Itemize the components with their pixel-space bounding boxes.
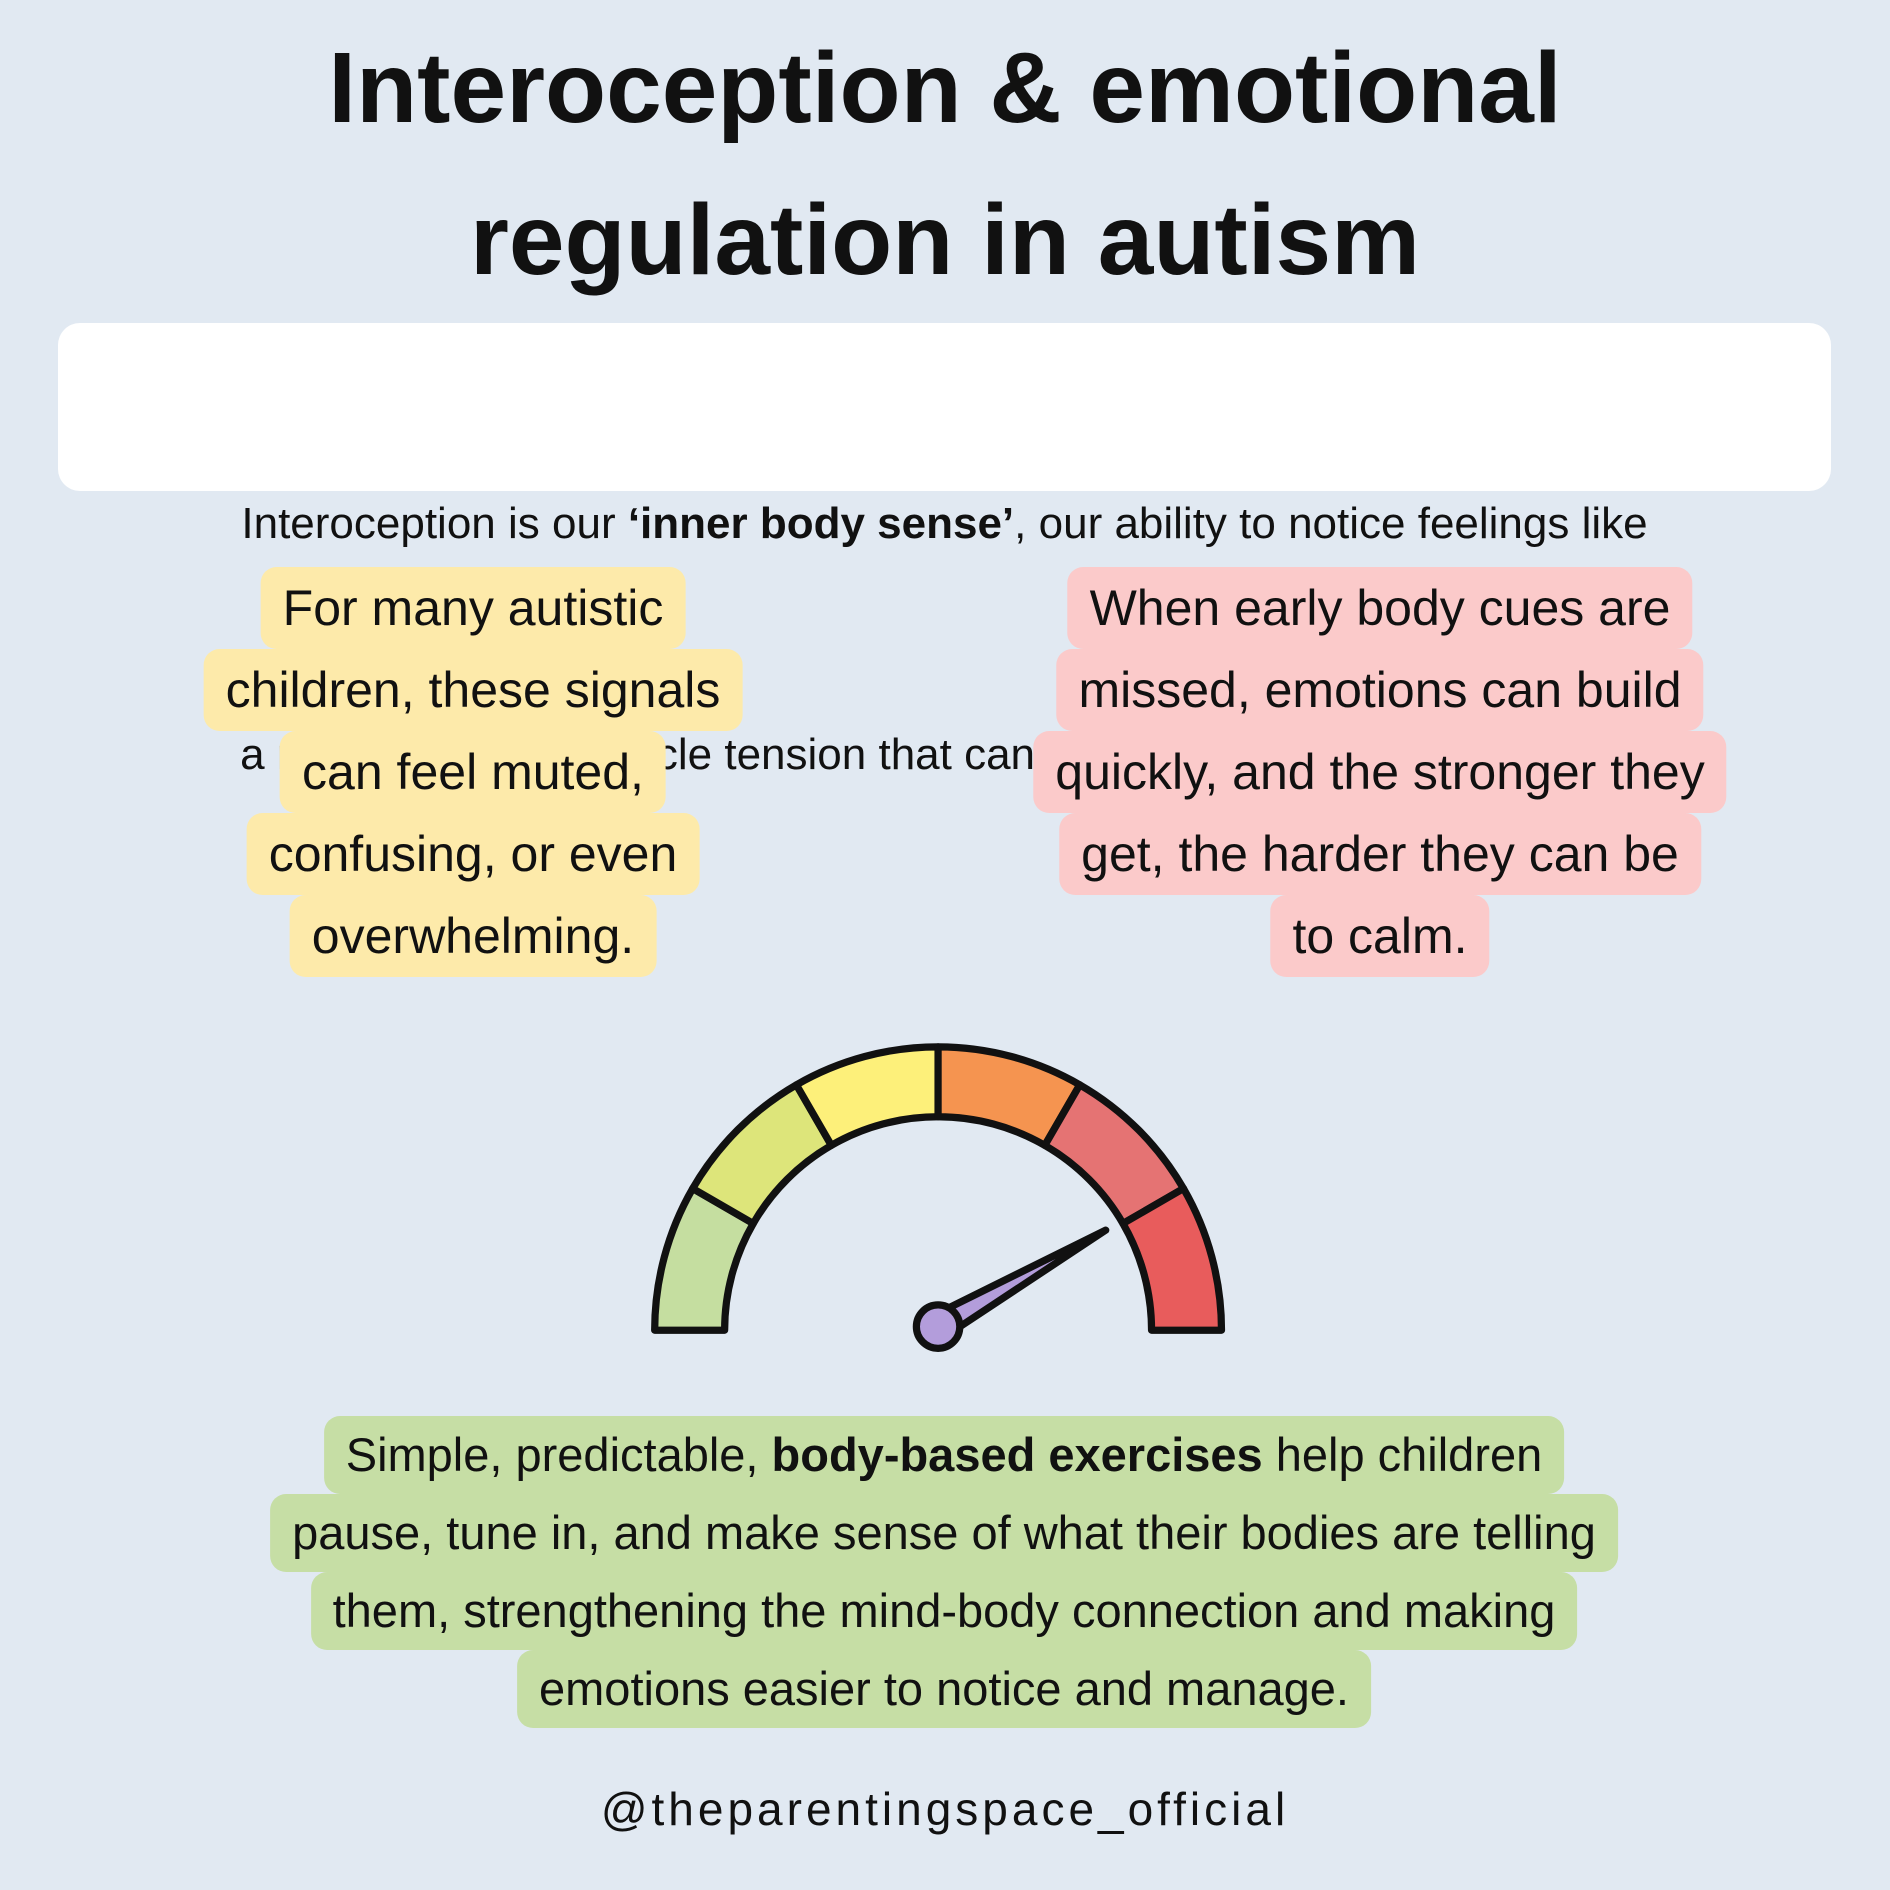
box-line: can feel muted, xyxy=(280,731,666,813)
box-line: them, strengthening the mind-body connec… xyxy=(310,1572,1578,1650)
box-line: pause, tune in, and make sense of what t… xyxy=(270,1494,1618,1572)
right-box: When early body cues are missed, emotion… xyxy=(1033,567,1727,977)
box-line: For many autistic xyxy=(260,567,686,649)
box-line: get, the harder they can be xyxy=(1059,813,1701,895)
bold-text: body-based exercises xyxy=(771,1428,1263,1481)
left-box: For many autistic children, these signal… xyxy=(203,567,743,977)
text: Interoception is our xyxy=(241,499,628,548)
box-line: emotions easier to notice and manage. xyxy=(517,1650,1371,1728)
box-line: missed, emotions can build xyxy=(1056,649,1704,731)
box-line: confusing, or even xyxy=(246,813,700,895)
intro-line: Interoception is our ‘inner body sense’,… xyxy=(82,485,1807,562)
box-line: overwhelming. xyxy=(289,895,657,977)
text: , our ability to notice feelings like xyxy=(1014,499,1648,548)
bold-text: ‘inner body sense’ xyxy=(627,499,1015,548)
box-line: Simple, predictable, body-based exercise… xyxy=(323,1416,1565,1494)
handle: @theparentingspace_official xyxy=(600,1783,1290,1835)
box-line: children, these signals xyxy=(203,649,743,731)
title-line: regulation in autism xyxy=(469,184,1421,296)
box-line: to calm. xyxy=(1270,895,1490,977)
title-line: Interoception & emotional xyxy=(328,32,1562,144)
intro-box: Interoception is our ‘inner body sense’,… xyxy=(58,323,1831,779)
box-line: When early body cues are xyxy=(1067,567,1693,649)
gauge-hub xyxy=(912,1301,964,1352)
gauge-icon xyxy=(651,1043,1226,1352)
bottom-box: Simple, predictable, body-based exercise… xyxy=(270,1416,1618,1728)
gauge-segment xyxy=(1119,1184,1226,1334)
text: help children xyxy=(1262,1428,1543,1481)
box-line: quickly, and the stronger they xyxy=(1033,731,1727,813)
title: Interoception & emotional regulation in … xyxy=(0,12,1890,316)
text: Simple, predictable, xyxy=(345,1428,772,1481)
